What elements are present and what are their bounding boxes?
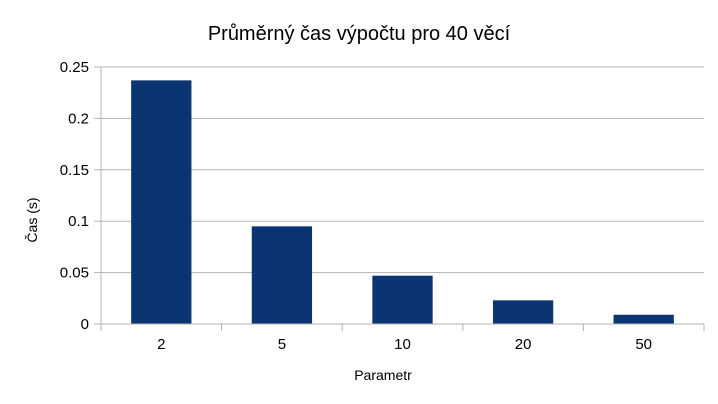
y-tick-label: 0.15 bbox=[60, 162, 89, 179]
x-tick-label: 10 bbox=[394, 336, 411, 353]
y-tick-label: 0.05 bbox=[60, 265, 89, 282]
bar bbox=[131, 80, 192, 324]
x-tick-label: 20 bbox=[515, 336, 532, 353]
bars bbox=[131, 80, 674, 324]
chart-title: Průměrný čas výpočtu pro 40 věcí bbox=[208, 23, 511, 45]
bar bbox=[613, 314, 674, 324]
bar bbox=[492, 300, 554, 324]
gridlines bbox=[101, 66, 704, 274]
x-tick-label: 5 bbox=[278, 336, 286, 353]
y-axis-label: Čas (s) bbox=[24, 197, 40, 242]
y-tick-label: 0 bbox=[81, 316, 89, 333]
y-tick-label: 0.1 bbox=[68, 213, 89, 230]
x-tick-labels: 2 5 10 20 50 bbox=[157, 336, 652, 353]
axes bbox=[94, 66, 705, 331]
bar bbox=[372, 275, 433, 324]
y-tick-label: 0.2 bbox=[68, 110, 89, 127]
y-tick-label: 0.25 bbox=[60, 59, 89, 76]
bar bbox=[251, 226, 313, 324]
y-tick-labels: 0 0.05 0.1 0.15 0.2 0.25 bbox=[60, 59, 89, 333]
x-tick-label: 50 bbox=[635, 336, 652, 353]
x-axis-label: Parametr bbox=[354, 367, 412, 383]
x-tick-label: 2 bbox=[157, 336, 165, 353]
